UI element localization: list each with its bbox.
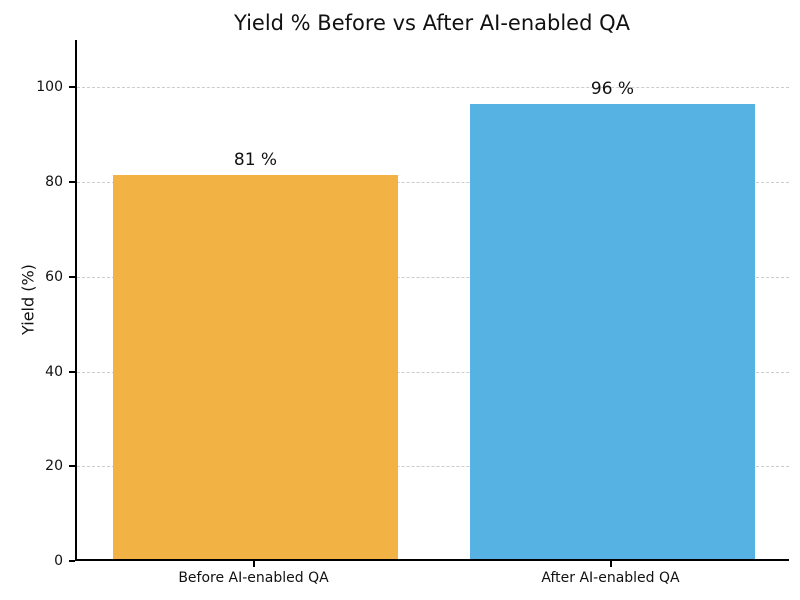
y-tick-label: 0 xyxy=(54,553,63,569)
bar-1 xyxy=(112,175,399,559)
plot-area: 81 % 96 % xyxy=(75,40,789,561)
x-tick-label: After AI-enabled QA xyxy=(541,570,680,586)
y-tick-mark xyxy=(69,465,75,468)
bar-value-label: 96 % xyxy=(590,79,635,100)
y-tick-mark xyxy=(69,181,75,184)
y-tick-label: 80 xyxy=(45,174,63,191)
gridline-y-20 xyxy=(77,466,789,468)
x-tick-mark xyxy=(609,561,612,567)
y-tick-mark xyxy=(69,370,75,373)
x-tick-label: Before AI-enabled QA xyxy=(178,570,329,586)
bar-value-label: 81 % xyxy=(233,150,278,171)
y-tick-mark xyxy=(69,86,75,89)
y-tick-mark xyxy=(69,560,75,562)
y-axis-label: Yield (%) xyxy=(18,264,38,335)
y-tick-label: 40 xyxy=(45,363,63,380)
gridline-y-60 xyxy=(77,276,789,278)
x-tick-mark xyxy=(252,561,255,567)
gridline-y-100 xyxy=(77,87,789,89)
chart-title: Yield % Before vs After AI-enabled QA xyxy=(233,11,630,35)
bar-2 xyxy=(469,104,756,559)
gridline-y-40 xyxy=(77,371,789,373)
y-tick-mark xyxy=(69,275,75,278)
y-tick-label: 100 xyxy=(36,79,63,96)
y-tick-label: 20 xyxy=(45,458,63,475)
y-tick-label: 60 xyxy=(45,268,63,285)
gridline-y-80 xyxy=(77,182,789,184)
